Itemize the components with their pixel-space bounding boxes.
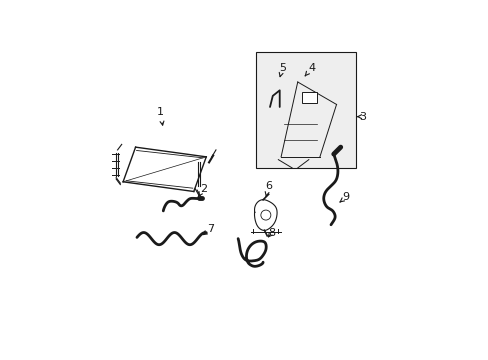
Text: 6: 6 bbox=[264, 181, 272, 197]
Text: 7: 7 bbox=[203, 225, 214, 235]
Text: 5: 5 bbox=[279, 63, 285, 77]
Text: 1: 1 bbox=[157, 108, 163, 125]
Text: 8: 8 bbox=[267, 228, 274, 238]
Text: 2: 2 bbox=[198, 184, 206, 197]
Text: 3: 3 bbox=[356, 112, 366, 122]
Bar bbox=[256, 51, 355, 168]
Text: 4: 4 bbox=[305, 63, 314, 76]
Bar bbox=[301, 92, 317, 103]
Circle shape bbox=[260, 210, 270, 220]
Text: 9: 9 bbox=[339, 192, 349, 202]
